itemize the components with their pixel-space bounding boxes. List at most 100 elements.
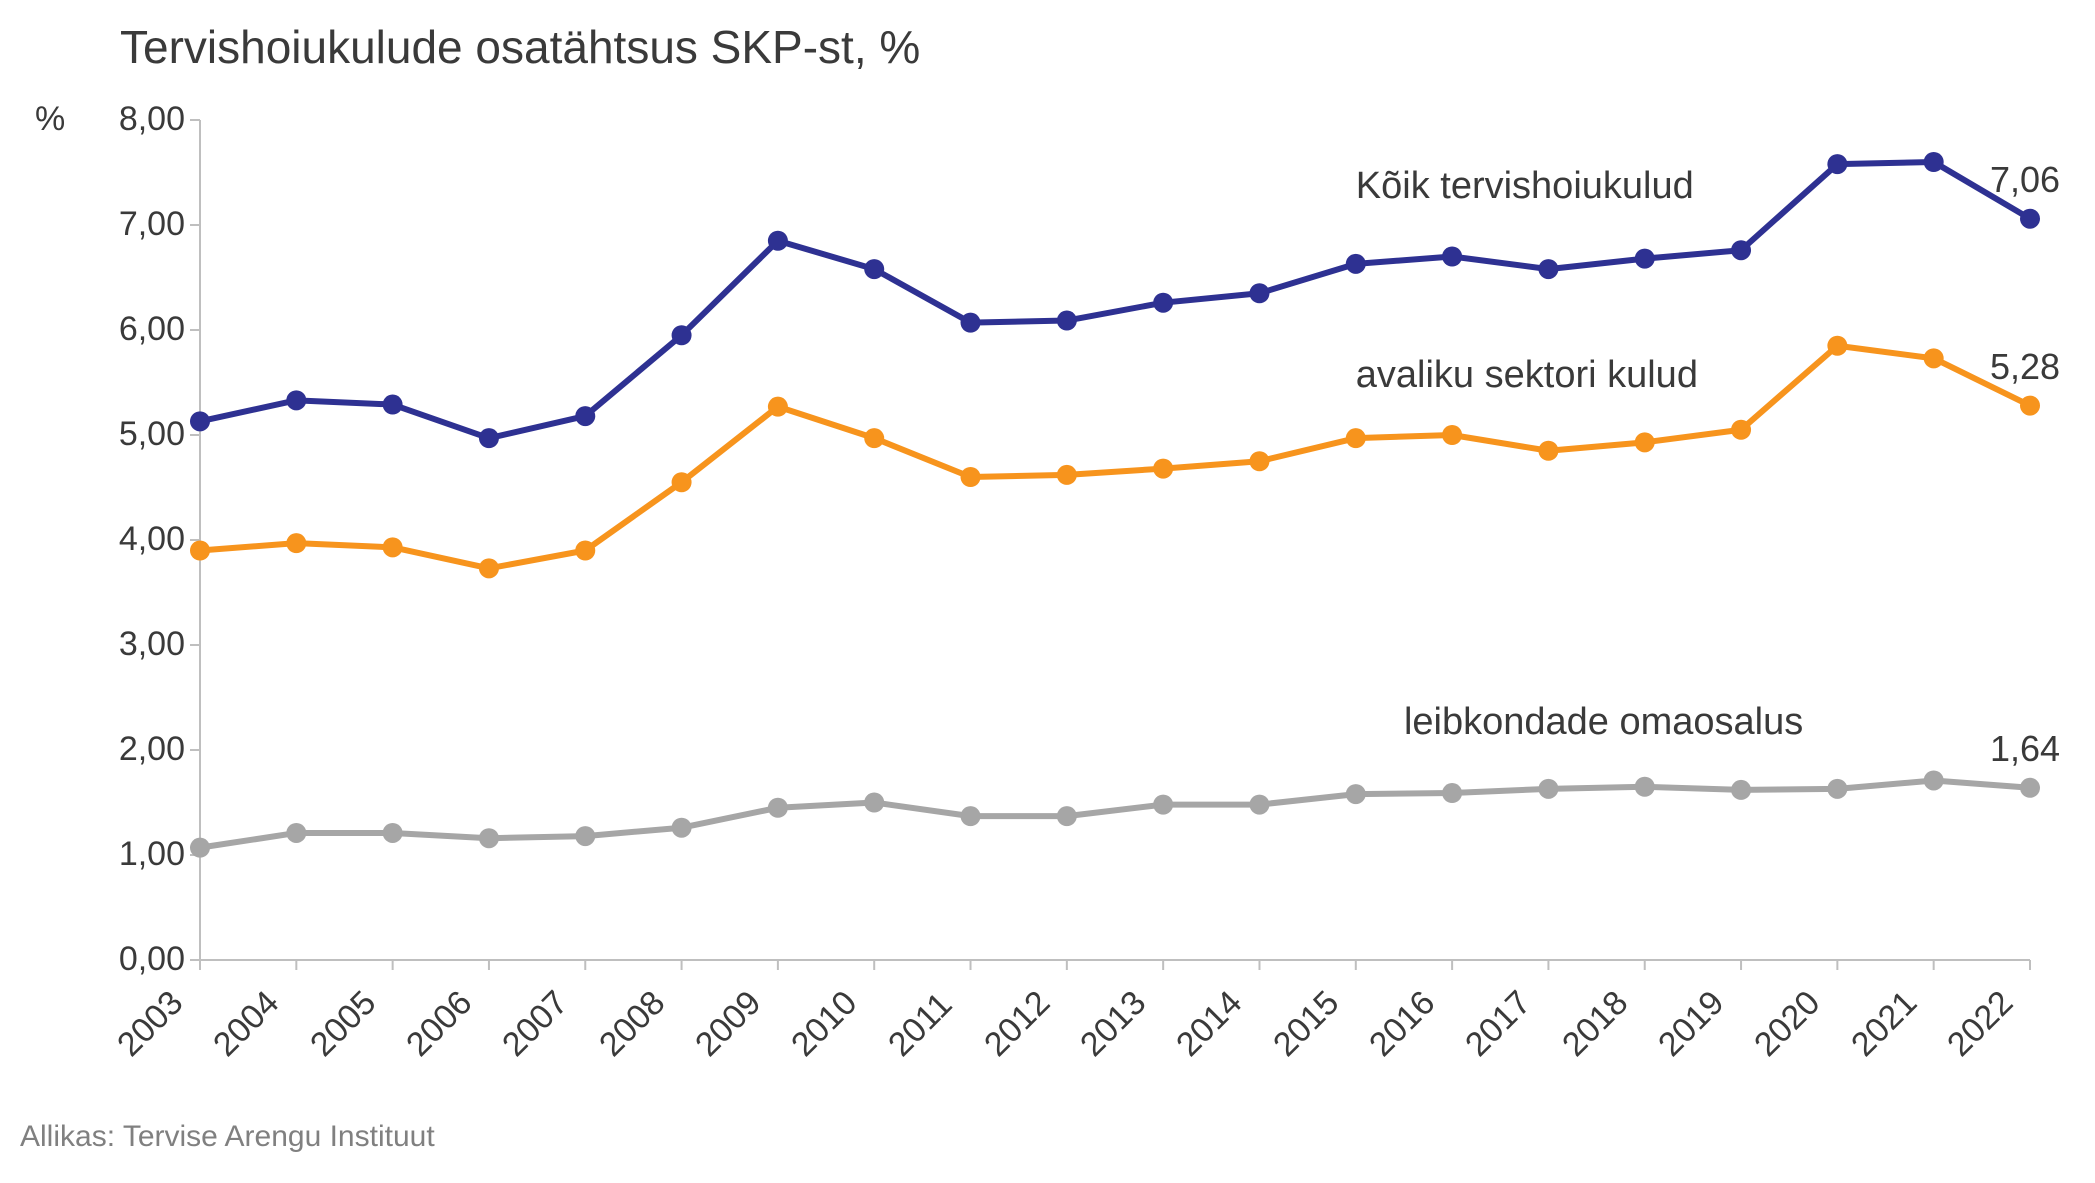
series-marker-households xyxy=(190,838,210,858)
series-marker-public xyxy=(1827,336,1847,356)
series-marker-all xyxy=(672,325,692,345)
series-marker-households xyxy=(1635,777,1655,797)
plot-area xyxy=(200,120,2030,960)
series-marker-public xyxy=(1442,425,1462,445)
series-marker-all xyxy=(286,390,306,410)
series-marker-households xyxy=(1442,783,1462,803)
series-marker-all xyxy=(864,259,884,279)
series-marker-public xyxy=(1153,459,1173,479)
series-marker-all xyxy=(1731,240,1751,260)
series-marker-all xyxy=(2020,209,2040,229)
series-marker-public xyxy=(479,558,499,578)
series-marker-public xyxy=(286,533,306,553)
x-tick-label: 2017 xyxy=(1458,984,1539,1065)
series-line-all xyxy=(200,162,2030,438)
y-tick-label: 8,00 xyxy=(85,100,185,139)
x-tick-label: 2008 xyxy=(592,984,673,1065)
series-marker-households xyxy=(479,828,499,848)
series-marker-public xyxy=(1249,451,1269,471)
series-line-households xyxy=(200,780,2030,847)
chart-container: Tervishoiukulude osatähtsus SKP-st, % % … xyxy=(0,0,2095,1183)
x-tick-label: 2006 xyxy=(399,984,480,1065)
series-marker-households xyxy=(1924,770,1944,790)
series-marker-households xyxy=(961,806,981,826)
series-marker-all xyxy=(1827,154,1847,174)
series-marker-all xyxy=(190,411,210,431)
series-marker-all xyxy=(1924,152,1944,172)
x-tick-label: 2022 xyxy=(1940,984,2021,1065)
x-tick-label: 2020 xyxy=(1747,984,1828,1065)
series-line-public xyxy=(200,346,2030,569)
y-tick-label: 2,00 xyxy=(85,730,185,769)
end-label-all: 7,06 xyxy=(1990,159,2060,201)
series-marker-households xyxy=(383,823,403,843)
series-marker-public xyxy=(672,472,692,492)
series-marker-public xyxy=(1346,428,1366,448)
y-axis-unit-label: % xyxy=(35,100,65,139)
series-marker-public xyxy=(383,537,403,557)
source-label: Allikas: Tervise Arengu Instituut xyxy=(20,1120,435,1154)
series-marker-public xyxy=(1538,441,1558,461)
series-marker-households xyxy=(1827,779,1847,799)
x-tick-label: 2018 xyxy=(1555,984,1636,1065)
series-marker-households xyxy=(1057,806,1077,826)
chart-title: Tervishoiukulude osatähtsus SKP-st, % xyxy=(120,20,920,74)
x-tick-label: 2021 xyxy=(1844,984,1925,1065)
x-tick-label: 2003 xyxy=(110,984,191,1065)
series-marker-households xyxy=(575,826,595,846)
series-marker-all xyxy=(1346,254,1366,274)
series-marker-public xyxy=(1057,465,1077,485)
series-marker-all xyxy=(961,313,981,333)
x-tick-label: 2005 xyxy=(303,984,384,1065)
x-tick-label: 2011 xyxy=(881,985,960,1064)
series-label-public: avaliku sektori kulud xyxy=(1356,354,1698,397)
x-tick-label: 2012 xyxy=(977,984,1058,1065)
series-marker-all xyxy=(1538,259,1558,279)
y-tick-label: 3,00 xyxy=(85,625,185,664)
series-marker-households xyxy=(1538,779,1558,799)
series-marker-households xyxy=(672,818,692,838)
series-marker-all xyxy=(1057,311,1077,331)
series-marker-public xyxy=(575,541,595,561)
series-label-all: Kõik tervishoiukulud xyxy=(1356,165,1694,208)
chart-svg xyxy=(200,120,2030,960)
y-tick-label: 1,00 xyxy=(85,835,185,874)
series-marker-public xyxy=(1731,420,1751,440)
series-marker-all xyxy=(575,406,595,426)
y-tick-label: 4,00 xyxy=(85,520,185,559)
series-marker-public xyxy=(2020,396,2040,416)
y-tick-label: 0,00 xyxy=(85,940,185,979)
x-tick-label: 2016 xyxy=(1362,984,1443,1065)
series-marker-public xyxy=(961,467,981,487)
series-marker-households xyxy=(2020,778,2040,798)
series-label-households: leibkondade omaosalus xyxy=(1404,701,1803,744)
series-marker-all xyxy=(768,231,788,251)
series-marker-households xyxy=(286,823,306,843)
series-marker-all xyxy=(1153,293,1173,313)
series-marker-households xyxy=(768,798,788,818)
series-marker-households xyxy=(1249,795,1269,815)
x-tick-label: 2009 xyxy=(688,984,769,1065)
x-tick-label: 2004 xyxy=(206,984,287,1065)
x-tick-label: 2007 xyxy=(495,984,576,1065)
end-label-households: 1,64 xyxy=(1990,728,2060,770)
series-marker-public xyxy=(864,428,884,448)
y-tick-label: 7,00 xyxy=(85,205,185,244)
x-tick-label: 2010 xyxy=(784,984,865,1065)
series-marker-households xyxy=(1153,795,1173,815)
series-marker-public xyxy=(190,541,210,561)
series-marker-all xyxy=(1635,249,1655,269)
series-marker-public xyxy=(768,397,788,417)
series-marker-all xyxy=(1249,283,1269,303)
series-marker-households xyxy=(864,793,884,813)
y-tick-label: 6,00 xyxy=(85,310,185,349)
series-marker-public xyxy=(1924,348,1944,368)
x-tick-label: 2014 xyxy=(1169,984,1250,1065)
series-marker-all xyxy=(479,428,499,448)
x-tick-label: 2013 xyxy=(1073,984,1154,1065)
end-label-public: 5,28 xyxy=(1990,346,2060,388)
series-marker-public xyxy=(1635,432,1655,452)
x-tick-label: 2015 xyxy=(1266,984,1347,1065)
x-tick-label: 2019 xyxy=(1651,984,1732,1065)
series-marker-all xyxy=(1442,247,1462,267)
